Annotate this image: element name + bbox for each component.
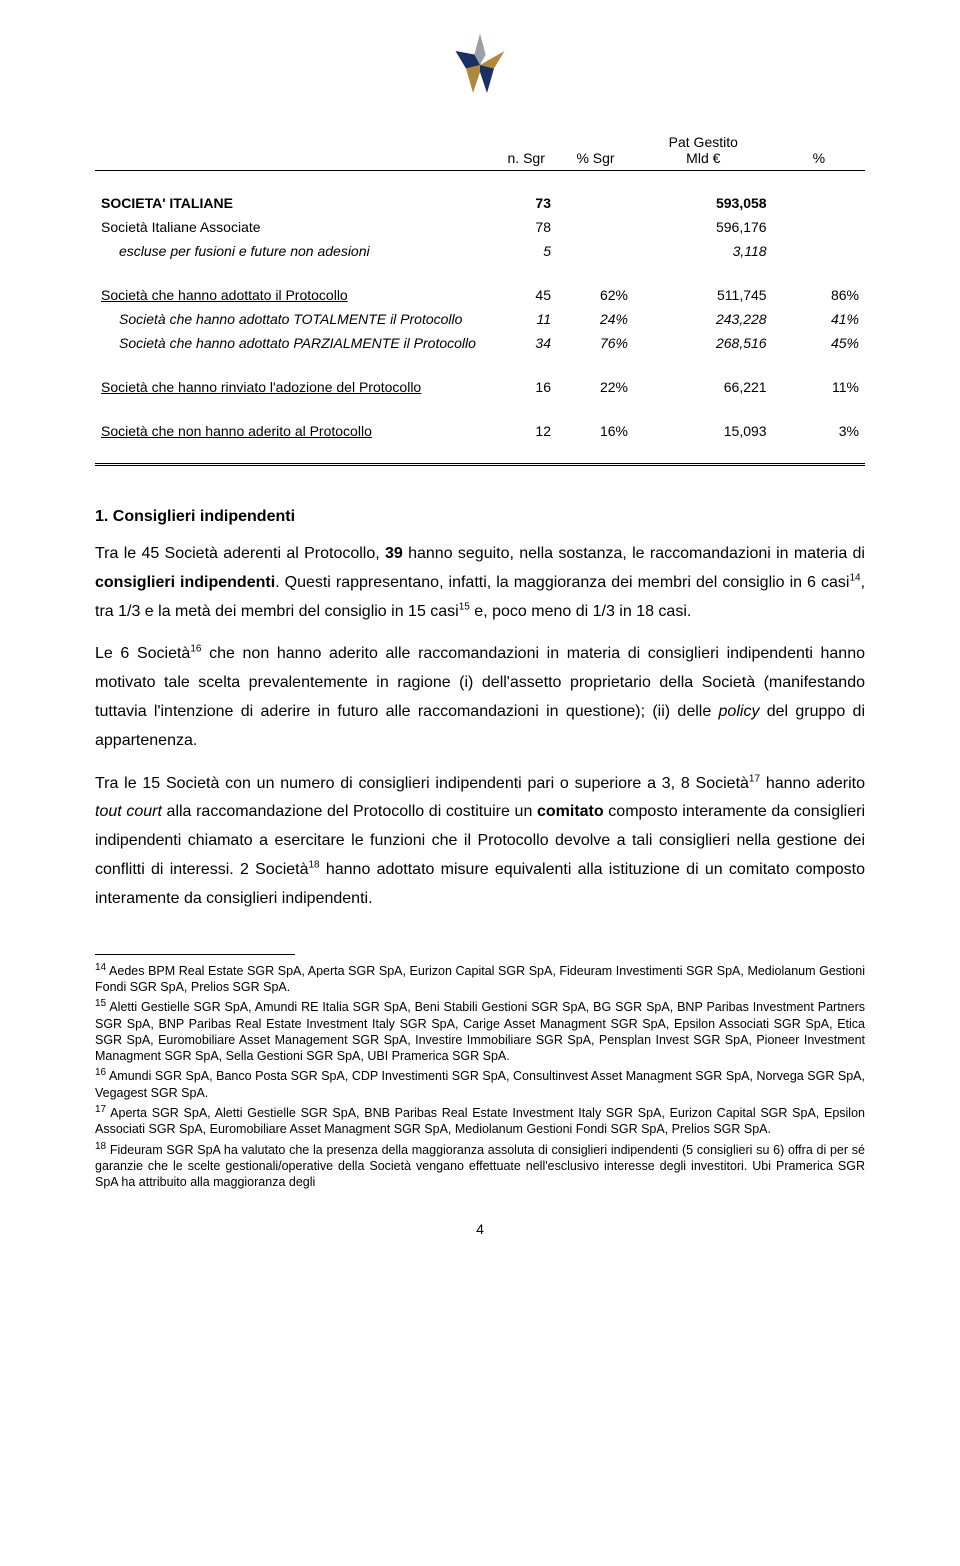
row-label: Società che hanno adottato TOTALMENTE il… <box>95 307 495 331</box>
table-row: Società che hanno rinviato l'adozione de… <box>95 375 865 399</box>
footnote-ref-14: 14 <box>849 572 860 583</box>
footnote-15: 15 Aletti Gestielle SGR SpA, Amundi RE I… <box>95 997 865 1064</box>
body-paragraph: Le 6 Società16 che non hanno aderito all… <box>95 640 865 755</box>
table-row: Società che hanno adottato TOTALMENTE il… <box>95 307 865 331</box>
footnote-ref-15: 15 <box>459 601 470 612</box>
page-number: 4 <box>95 1221 865 1237</box>
footnote-ref-17: 17 <box>749 773 760 784</box>
col-n-sgr: n. Sgr <box>495 130 557 171</box>
row-label: Società che hanno adottato il Protocollo <box>95 283 495 307</box>
col-pct-sgr: % Sgr <box>557 130 634 171</box>
table-header-row: n. Sgr % Sgr Pat GestitoMld € % <box>95 130 865 171</box>
row-label: Società Italiane Associate <box>95 215 495 239</box>
footnote-ref-18: 18 <box>309 860 320 871</box>
footnote-18: 18 Fideuram SGR SpA ha valutato che la p… <box>95 1140 865 1191</box>
footnote-17: 17 Aperta SGR SpA, Aletti Gestielle SGR … <box>95 1103 865 1138</box>
table-row: Società che hanno adottato il Protocollo… <box>95 283 865 307</box>
protocol-summary-table: n. Sgr % Sgr Pat GestitoMld € % SOCIETA'… <box>95 130 865 468</box>
footnote-14: 14 Aedes BPM Real Estate SGR SpA, Aperta… <box>95 961 865 996</box>
table-row: Società che non hanno aderito al Protoco… <box>95 419 865 443</box>
table-row: Società che hanno adottato PARZIALMENTE … <box>95 331 865 355</box>
footnote-ref-16: 16 <box>190 644 201 655</box>
footnote-16: 16 Amundi SGR SpA, Banco Posta SGR SpA, … <box>95 1066 865 1101</box>
col-pct: % <box>773 130 865 171</box>
body-paragraph: Tra le 45 Società aderenti al Protocollo… <box>95 540 865 626</box>
row-label: escluse per fusioni e future non adesion… <box>95 239 495 263</box>
body-paragraph: Tra le 15 Società con un numero di consi… <box>95 770 865 914</box>
table-row: Società Italiane Associate 78 596,176 <box>95 215 865 239</box>
row-label: Società che hanno adottato PARZIALMENTE … <box>95 331 495 355</box>
table-row: SOCIETA' ITALIANE 73 593,058 <box>95 191 865 215</box>
col-patgestito: Pat GestitoMld € <box>634 130 773 171</box>
table-row: escluse per fusioni e future non adesion… <box>95 239 865 263</box>
star-logo-icon <box>445 30 515 100</box>
page: n. Sgr % Sgr Pat GestitoMld € % SOCIETA'… <box>0 0 960 1566</box>
row-label: Società che hanno rinviato l'adozione de… <box>95 375 495 399</box>
footnotes-separator <box>95 954 295 961</box>
row-label: SOCIETA' ITALIANE <box>95 191 495 215</box>
section-heading: 1. Consiglieri indipendenti <box>95 508 865 526</box>
row-label: Società che non hanno aderito al Protoco… <box>95 419 495 443</box>
